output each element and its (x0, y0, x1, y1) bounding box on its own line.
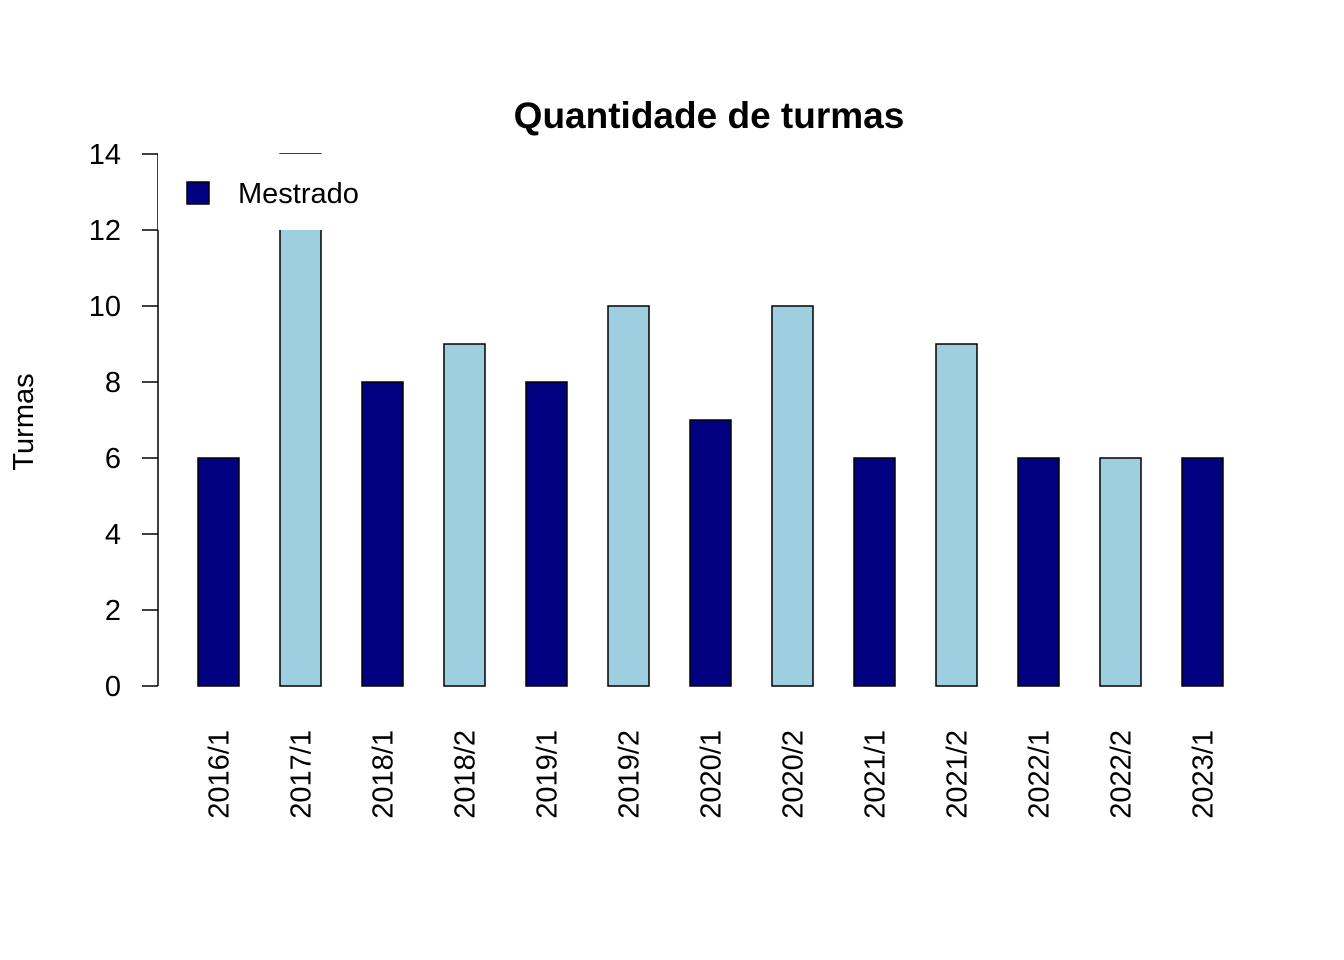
bar-2023-1 (1181, 457, 1224, 687)
bar-2018-1 (361, 381, 404, 687)
x-tick-label: 2021/2 (942, 730, 974, 819)
bars (197, 153, 1224, 687)
legend-swatch-mestrado (186, 181, 210, 205)
y-tick-label: 12 (89, 215, 121, 247)
bar-2022-1 (1017, 457, 1060, 687)
bar-2022-2 (1099, 457, 1142, 687)
y-tick-label: 8 (105, 367, 121, 399)
y-tick-label: 6 (105, 443, 121, 475)
x-tick-label: 2022/1 (1024, 730, 1056, 819)
x-tick-label: 2018/1 (368, 730, 400, 819)
bar-2017-1 (279, 153, 322, 687)
x-tick-label: 2017/1 (286, 730, 318, 819)
x-tick-label: 2020/1 (696, 730, 728, 819)
y-axis-label: Turmas (8, 373, 40, 470)
bar-2018-2 (443, 343, 486, 687)
y-tick-label: 10 (89, 291, 121, 323)
bar-2020-1 (689, 419, 732, 687)
y-tick-label: 2 (105, 595, 121, 627)
bar-2021-2 (935, 343, 978, 687)
legend: Mestrado (158, 154, 386, 230)
bar-2019-1 (525, 381, 568, 687)
bar-2020-2 (771, 305, 814, 687)
x-tick-label: 2020/2 (778, 730, 810, 819)
chart-title: Quantidade de turmas (514, 95, 905, 136)
x-tick-label: 2021/1 (860, 730, 892, 819)
bar-2016-1 (197, 457, 240, 687)
x-tick-label: 2023/1 (1188, 730, 1220, 819)
legend-label-mestrado: Mestrado (238, 178, 359, 210)
y-axis: 0 2 4 6 8 10 12 14 (89, 139, 159, 703)
x-tick-labels: 2016/1 2017/1 2018/1 2018/2 2019/1 2019/2 2020… (204, 730, 1220, 819)
x-tick-label: 2019/2 (614, 730, 646, 819)
x-tick-label: 2022/2 (1106, 730, 1138, 819)
y-tick-label: 0 (105, 671, 121, 703)
bar-2021-1 (853, 457, 896, 687)
x-tick-label: 2016/1 (204, 730, 236, 819)
y-tick-label: 14 (89, 139, 121, 171)
y-tick-label: 4 (105, 519, 121, 551)
x-tick-label: 2019/1 (532, 730, 564, 819)
x-tick-label: 2018/2 (450, 730, 482, 819)
bar-2019-2 (607, 305, 650, 687)
